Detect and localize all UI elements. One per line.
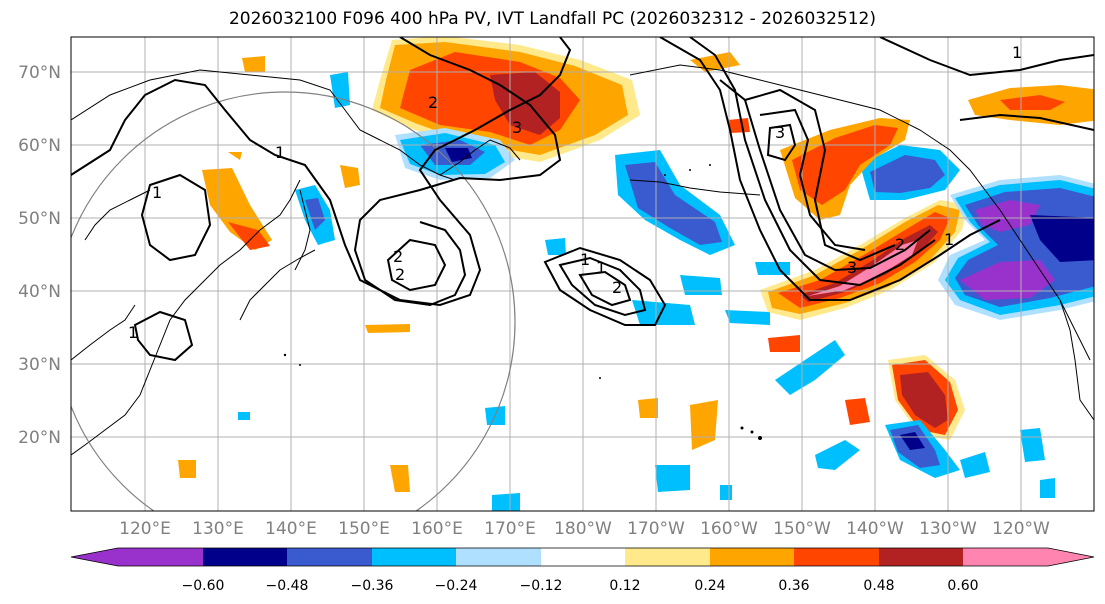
contour-label: 1 (944, 230, 954, 249)
lon-label: 180°W (554, 519, 612, 539)
colorbar-tick: 0.36 (778, 578, 809, 594)
contour-label: 2 (393, 247, 403, 266)
colorbar-tick: −0.48 (266, 578, 309, 594)
contour-label: 2 (895, 235, 905, 254)
colorbar-segment (203, 548, 287, 566)
contour-label: 2 (395, 265, 405, 284)
lon-label: 120°E (119, 519, 171, 539)
contour-label: 1 (1012, 43, 1022, 62)
lat-label: 30°N (18, 355, 61, 375)
contour-labels: 1 1 1 2 3 2 2 1 1 2 3 3 2 1 1 (128, 43, 1022, 342)
colorbar-segment (879, 548, 963, 566)
longitude-labels: 120°E 130°E 140°E 150°E 160°E 170°E 180°… (119, 519, 1050, 539)
map-frame (70, 36, 1095, 512)
colorbar: −0.60 −0.48 −0.36 −0.24 −0.12 0.12 0.24 … (70, 547, 1095, 594)
colorbar-segment (456, 548, 541, 566)
lon-label: 120°W (992, 519, 1050, 539)
colorbar-tick: −0.12 (520, 578, 563, 594)
lon-label: 150°E (338, 519, 390, 539)
colorbar-tick: 0.60 (947, 578, 978, 594)
colorbar-tick: 0.48 (863, 578, 894, 594)
contour-label: 1 (152, 183, 162, 202)
lon-label: 160°W (700, 519, 758, 539)
lon-label: 140°E (265, 519, 317, 539)
radius-circle (71, 91, 516, 511)
lon-label: 170°E (484, 519, 536, 539)
graticule (71, 37, 1094, 511)
colorbar-tick: 0.12 (609, 578, 640, 594)
lat-label: 60°N (18, 136, 61, 156)
contour-label: 1 (275, 143, 285, 162)
colorbar-segment (372, 548, 456, 566)
islands (283, 164, 762, 440)
colorbar-tick: −0.36 (351, 578, 394, 594)
colorbar-segment (625, 548, 710, 566)
contour-label: 1 (128, 323, 138, 342)
lon-label: 160°E (411, 519, 463, 539)
contour-label: 1 (580, 250, 590, 269)
colorbar-tick: −0.24 (435, 578, 478, 594)
colorbar-extend-low (71, 548, 118, 566)
colorbar-tick: 0.24 (694, 578, 725, 594)
contour-label: 3 (512, 118, 522, 137)
lon-label: 130°E (192, 519, 244, 539)
coastlines (71, 64, 1094, 456)
contour-label: 1 (596, 258, 606, 277)
contour-label: 2 (612, 278, 622, 297)
colorbar-segment (710, 548, 794, 566)
contour-label: 3 (847, 258, 857, 277)
colorbar-segment (118, 548, 203, 566)
lat-label: 40°N (18, 282, 61, 302)
colorbar-segment (794, 548, 879, 566)
lon-label: 130°W (919, 519, 977, 539)
lat-label: 50°N (18, 209, 61, 229)
lon-label: 170°W (627, 519, 685, 539)
contour-label: 2 (428, 93, 438, 112)
colorbar-segment (287, 548, 372, 566)
contour-label: 3 (775, 123, 785, 142)
lon-label: 150°W (773, 519, 831, 539)
map-title: 2026032100 F096 400 hPa PV, IVT Landfall… (228, 9, 876, 29)
ivt-contours (71, 37, 1094, 362)
colorbar-segment (541, 548, 625, 566)
lat-label: 70°N (18, 63, 61, 83)
lat-label: 20°N (18, 428, 61, 448)
lon-label: 140°W (846, 519, 904, 539)
colorbar-extend-high (1048, 548, 1094, 566)
colorbar-segment (963, 548, 1048, 566)
colorbar-tick: −0.60 (182, 578, 225, 594)
latitude-labels: 70°N 60°N 50°N 40°N 30°N 20°N (18, 63, 61, 448)
